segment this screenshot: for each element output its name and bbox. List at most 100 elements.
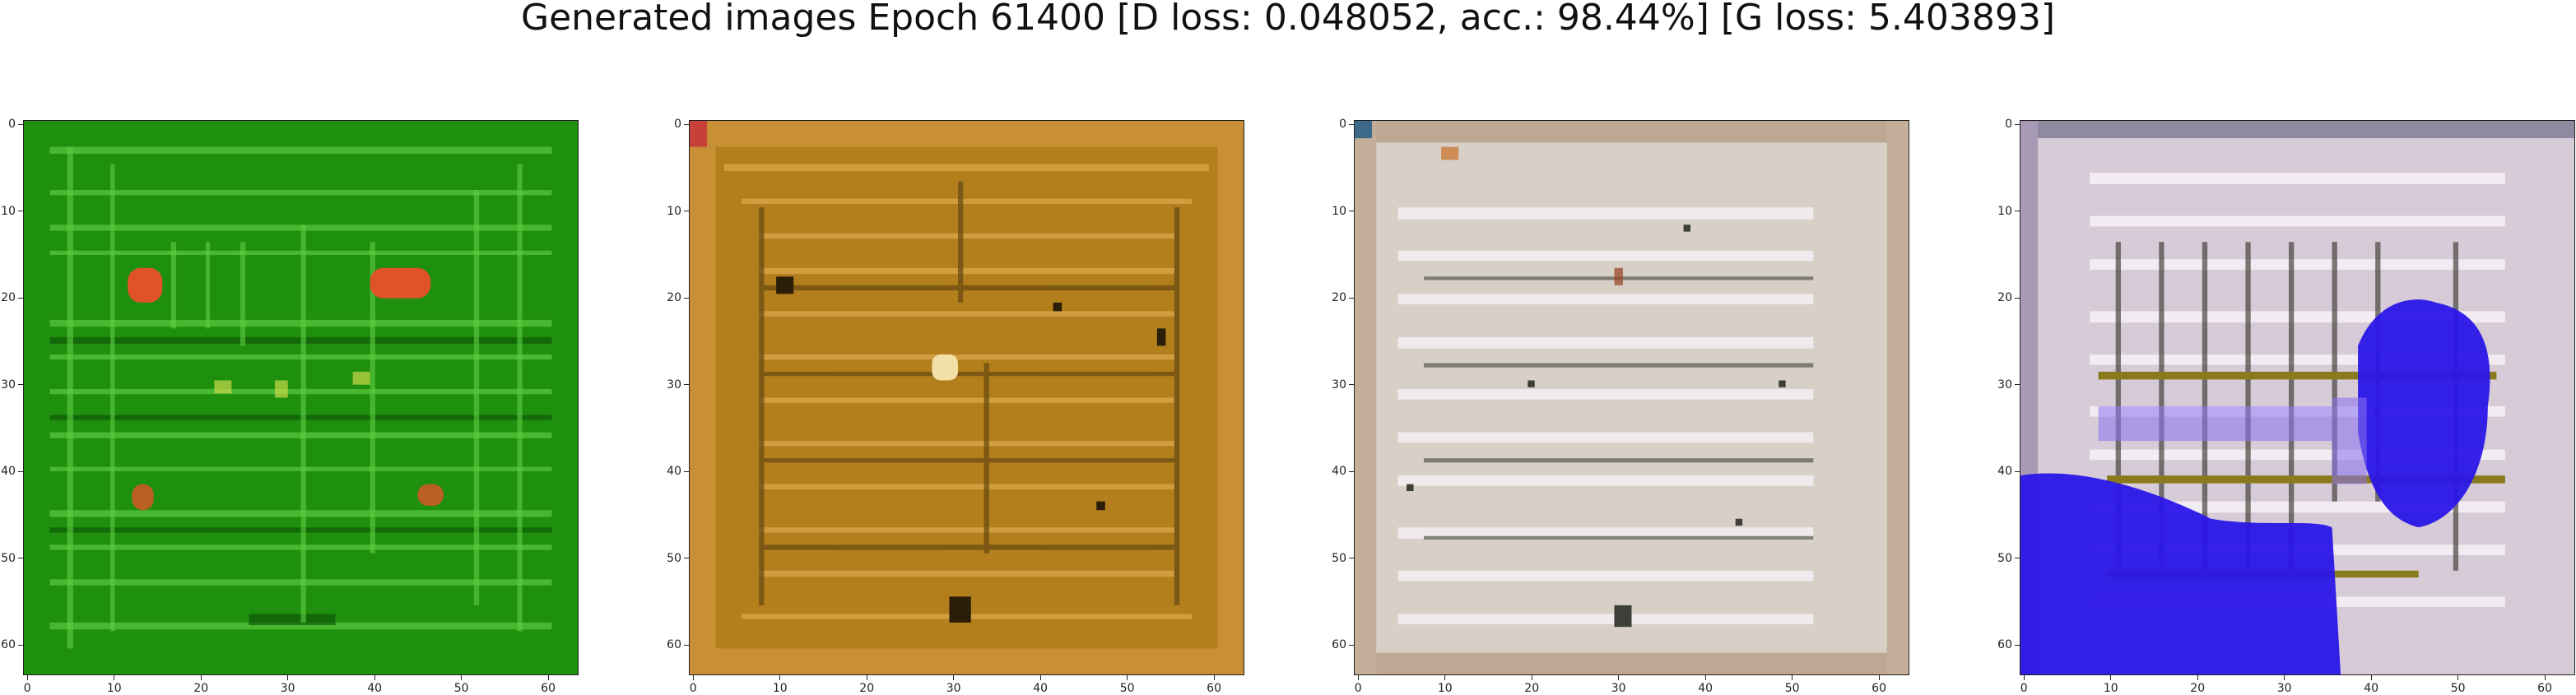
y-tick-mark [1349, 384, 1354, 386]
x-tick-mark [26, 675, 28, 680]
x-tick-label: 50 [1119, 682, 1135, 695]
y-tick-mark [2015, 644, 2020, 646]
y-tick-mark [1349, 644, 1354, 646]
x-tick-label: 30 [1611, 682, 1626, 695]
x-tick-mark [374, 675, 375, 680]
y-tick-mark [18, 123, 23, 125]
y-tick-label: 40 [1, 465, 16, 479]
x-tick-mark [287, 675, 289, 680]
x-tick-mark [2544, 675, 2546, 680]
y-tick-mark [1349, 123, 1354, 125]
x-tick-mark [1039, 675, 1041, 680]
x-tick-mark [692, 675, 694, 680]
y-tick-mark [2015, 297, 2020, 299]
y-tick-label: 0 [2005, 118, 2012, 132]
x-tick-label: 0 [23, 682, 31, 695]
x-tick-mark [779, 675, 781, 680]
y-tick-label: 50 [1332, 551, 1346, 565]
x-tick-label: 10 [1437, 682, 1453, 695]
x-tick-mark [461, 675, 463, 680]
x-tick-label: 20 [1524, 682, 1540, 695]
x-tick-label: 60 [1207, 682, 1221, 695]
x-tick-mark [547, 675, 549, 680]
y-tick-mark [18, 384, 23, 386]
x-tick-label: 40 [367, 682, 383, 695]
y-tick-label: 50 [667, 551, 681, 565]
x-tick-mark [2110, 675, 2112, 680]
y-tick-label: 40 [1332, 465, 1346, 479]
y-tick-label: 10 [1, 204, 16, 218]
y-tick-label: 50 [1, 551, 16, 565]
image-2-texture [690, 121, 1244, 674]
y-tick-label: 10 [1332, 204, 1346, 218]
y-tick-label: 30 [1997, 378, 2012, 392]
x-tick-label: 30 [946, 682, 961, 695]
image-3-texture [1355, 121, 1909, 674]
y-tick-mark [1349, 297, 1354, 299]
x-tick-label: 10 [2103, 682, 2118, 695]
x-tick-label: 60 [541, 682, 556, 695]
x-tick-mark [953, 675, 955, 680]
x-tick-label: 10 [772, 682, 788, 695]
x-tick-mark [1357, 675, 1359, 680]
y-tick-label: 60 [1, 638, 16, 652]
x-tick-mark [2197, 675, 2198, 680]
y-tick-label: 10 [667, 204, 681, 218]
y-tick-label: 60 [1332, 638, 1346, 652]
y-tick-label: 0 [8, 118, 16, 132]
y-tick-label: 0 [1339, 118, 1346, 132]
y-tick-mark [684, 644, 689, 646]
generated-image-4 [2020, 120, 2575, 675]
y-tick-label: 20 [1, 291, 16, 305]
x-tick-mark [2457, 675, 2459, 680]
x-tick-label: 30 [2276, 682, 2292, 695]
y-tick-mark [684, 123, 689, 125]
generated-image-1 [23, 120, 579, 675]
generated-image-3 [1354, 120, 1909, 675]
x-tick-label: 0 [689, 682, 697, 695]
y-tick-label: 30 [1332, 378, 1346, 392]
x-tick-mark [1127, 675, 1128, 680]
x-tick-mark [2370, 675, 2372, 680]
generated-image-2 [689, 120, 1244, 675]
y-tick-label: 60 [667, 638, 681, 652]
y-tick-label: 40 [1997, 465, 2012, 479]
x-tick-label: 40 [1698, 682, 1713, 695]
x-tick-label: 10 [106, 682, 122, 695]
x-tick-label: 20 [2190, 682, 2206, 695]
y-tick-mark [18, 470, 23, 472]
x-tick-label: 50 [1784, 682, 1800, 695]
image-4-texture [2020, 121, 2574, 674]
y-tick-label: 60 [1997, 638, 2012, 652]
x-tick-mark [1213, 675, 1215, 680]
x-tick-mark [1878, 675, 1880, 680]
y-tick-mark [2015, 470, 2020, 472]
y-tick-label: 30 [667, 378, 681, 392]
y-tick-label: 20 [1332, 291, 1346, 305]
x-tick-label: 60 [1872, 682, 1886, 695]
x-tick-mark [200, 675, 202, 680]
x-tick-mark [1618, 675, 1620, 680]
y-tick-mark [684, 297, 689, 299]
x-tick-label: 60 [2537, 682, 2552, 695]
x-tick-label: 40 [1033, 682, 1049, 695]
x-tick-mark [1704, 675, 1706, 680]
x-tick-mark [1792, 675, 1793, 680]
y-tick-label: 40 [667, 465, 681, 479]
y-tick-mark [2015, 123, 2020, 125]
y-tick-mark [684, 470, 689, 472]
figure-title: Generated images Epoch 61400 [D loss: 0.… [520, 0, 2056, 39]
y-tick-mark [2015, 384, 2020, 386]
y-tick-label: 10 [1997, 204, 2012, 218]
x-tick-mark [2023, 675, 2025, 680]
y-tick-label: 30 [1, 378, 16, 392]
y-tick-label: 0 [674, 118, 681, 132]
x-tick-label: 30 [280, 682, 295, 695]
y-tick-label: 50 [1997, 551, 2012, 565]
image-1-texture [49, 146, 552, 649]
x-tick-label: 20 [193, 682, 209, 695]
y-tick-mark [18, 297, 23, 299]
y-tick-mark [684, 384, 689, 386]
y-tick-mark [1349, 470, 1354, 472]
x-tick-label: 20 [859, 682, 875, 695]
